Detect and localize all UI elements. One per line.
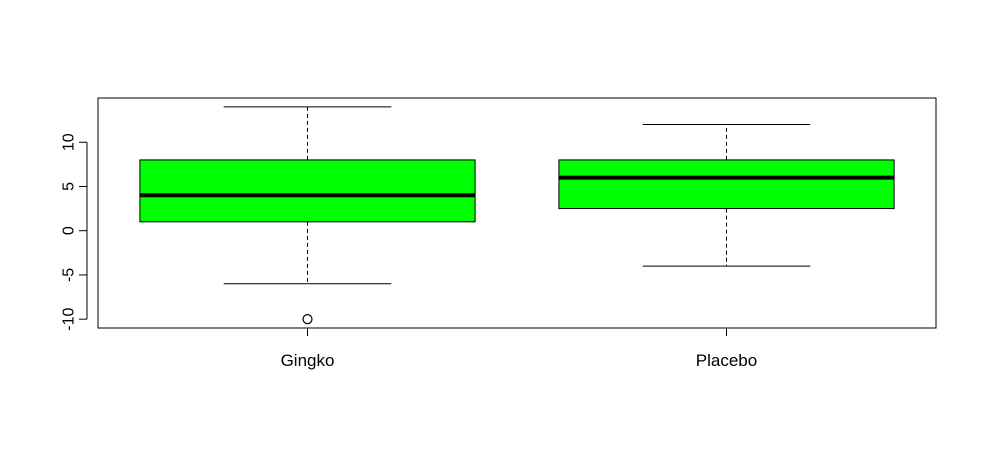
y-tick-label: 10 (61, 133, 78, 151)
x-axis: Gingko Placebo (281, 328, 757, 370)
iqr-box (139, 159, 476, 223)
outlier-point (302, 314, 313, 325)
boxes-layer (139, 106, 895, 325)
plot-frame (97, 97, 937, 329)
y-tick-label: -5 (61, 268, 78, 282)
y-tick-label: 5 (61, 182, 78, 191)
x-tick-label: Gingko (281, 351, 335, 370)
y-tick-label: -10 (61, 307, 78, 330)
iqr-box (558, 159, 895, 210)
y-axis: -10 -5 0 5 10 (61, 133, 88, 331)
y-tick-label: 0 (61, 226, 78, 235)
box-gingko (139, 106, 476, 325)
box-placebo (558, 124, 895, 267)
x-tick-label: Placebo (696, 351, 757, 370)
